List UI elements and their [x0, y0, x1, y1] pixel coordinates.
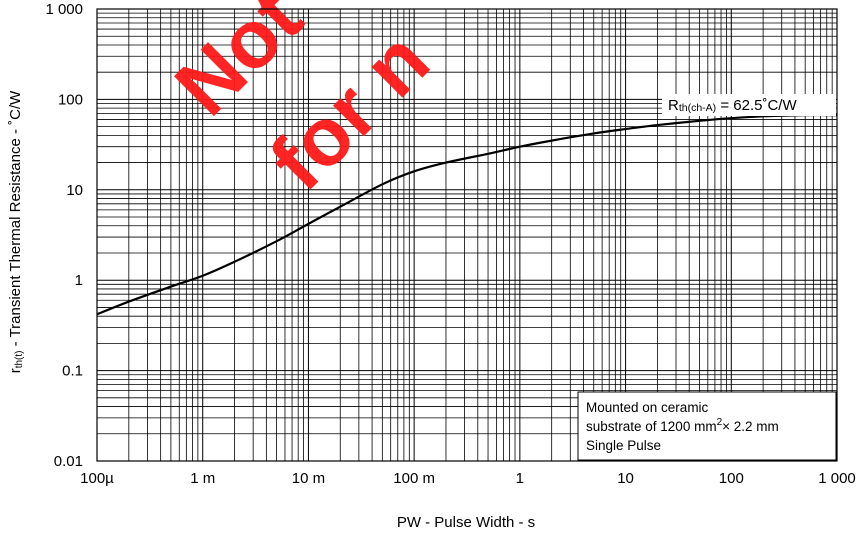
- x-tick-label: 1: [516, 470, 524, 487]
- x-tick-label: 10: [617, 470, 634, 487]
- note-line2-pre: substrate of 1200 mm: [586, 419, 717, 434]
- note-line2-sup: 2: [717, 417, 723, 428]
- y-axis-title-main: r: [7, 368, 24, 373]
- watermark: Not for n: [158, 0, 446, 208]
- grid-lines: [96, 9, 837, 462]
- y-tick-label: 1 000: [45, 1, 83, 18]
- y-tick-label: 0.1: [62, 363, 83, 380]
- rth-label-sub: th(ch-A): [679, 102, 716, 114]
- x-tick-label: 1 m: [190, 470, 215, 487]
- y-tick-label: 0.01: [54, 453, 83, 470]
- note-box: [577, 391, 837, 461]
- note-line2-post: × 2.2 mm: [722, 419, 779, 434]
- y-tick-labels: 0.01 0.1 1 10 100 1 000: [45, 1, 83, 470]
- y-tick-label: 100: [58, 91, 83, 108]
- note-line2: substrate of 1200 mm2× 2.2 mm: [586, 417, 779, 434]
- plot-frame: [96, 8, 838, 462]
- y-tick-label: 1: [75, 272, 83, 289]
- note-line3: Single Pulse: [586, 438, 661, 453]
- y-tick-label: 10: [66, 182, 83, 199]
- x-tick-label: 100 m: [393, 470, 435, 487]
- rth-label-main: R: [668, 97, 679, 114]
- rth-label: Rth(ch-A) = 62.5˚C/W: [668, 97, 797, 114]
- x-tick-labels: 100µ 1 m 10 m 100 m 1 10 100 1 000: [80, 470, 856, 487]
- rth-label-background: [662, 94, 836, 116]
- x-tick-label: 1 000: [818, 470, 856, 487]
- y-axis-title-sub: th(t): [14, 351, 25, 369]
- x-axis-title: PW - Pulse Width - s: [397, 514, 535, 531]
- y-axis-title-rest: - Transient Thermal Resistance - ˚C/W: [7, 90, 24, 351]
- y-axis-title: rth(t) - Transient Thermal Resistance - …: [7, 90, 25, 373]
- x-tick-label: 100: [719, 470, 744, 487]
- x-tick-label: 100µ: [80, 470, 114, 487]
- x-tick-label: 10 m: [292, 470, 325, 487]
- series-line: [96, 113, 838, 316]
- rth-label-rest: = 62.5˚C/W: [716, 97, 797, 114]
- curve-layer: [96, 113, 838, 316]
- note-line1: Mounted on ceramic: [586, 400, 709, 415]
